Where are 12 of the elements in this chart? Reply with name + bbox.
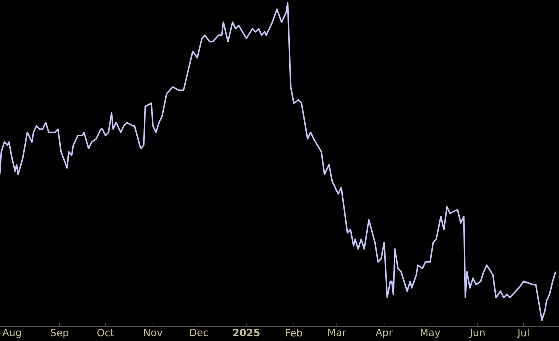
x-tick-label: Jun <box>470 329 485 338</box>
x-tick-label: Mar <box>328 329 346 336</box>
x-tick-label: Sep <box>50 329 69 339</box>
x-tick-label: Jul <box>517 329 529 339</box>
x-tick-label: Apr <box>376 329 394 338</box>
x-tick-label: Nov <box>144 329 163 336</box>
x-tick-label: Dec <box>190 329 208 336</box>
x-tick-label: 2025 <box>233 329 260 337</box>
x-tick-label: May <box>421 329 440 338</box>
x-tick-label: Feb <box>286 329 302 337</box>
x-tick-label: Aug <box>2 329 22 338</box>
x-tick-label: Oct <box>98 329 114 337</box>
